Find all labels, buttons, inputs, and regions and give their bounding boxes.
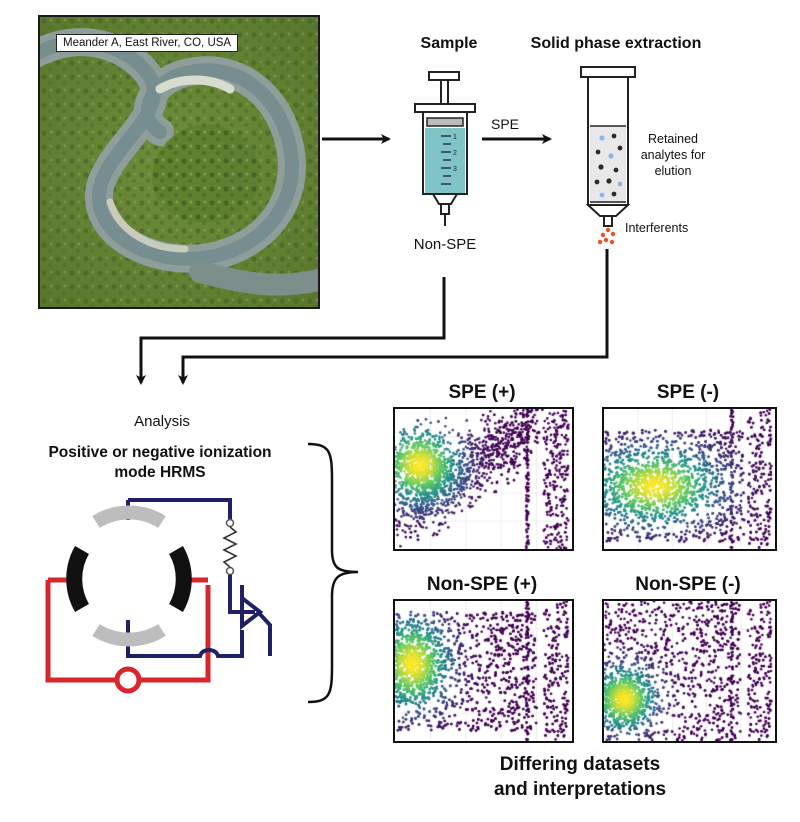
syringe-icon: 1 2 3 bbox=[414, 71, 476, 226]
panel-title-spe-pos: SPE (+) bbox=[448, 382, 516, 403]
scatter-panel-spe-neg bbox=[602, 407, 777, 551]
river-meander-image bbox=[40, 17, 318, 307]
scatter-density-plot bbox=[395, 601, 572, 741]
syringe-tick-1: 1 bbox=[453, 134, 457, 141]
interferents-label: Interferents bbox=[625, 221, 689, 235]
scatter-density-plot bbox=[604, 601, 775, 741]
curly-brace-icon bbox=[307, 442, 359, 704]
map-location-label: Meander A, East River, CO, USA bbox=[56, 34, 239, 52]
scatter-panel-nonspe-pos bbox=[393, 599, 574, 743]
non-spe-label: Non-SPE bbox=[413, 236, 477, 253]
spe-title: Solid phase extraction bbox=[530, 35, 702, 52]
sample-title: Sample bbox=[420, 35, 478, 52]
analysis-label: Analysis bbox=[134, 413, 190, 430]
retained-analytes-label: Retained analytes for elution bbox=[640, 132, 706, 178]
scatter-panel-nonspe-neg bbox=[602, 599, 777, 743]
scatter-density-plot bbox=[395, 409, 572, 549]
panel-title-nonspe-neg: Non-SPE (-) bbox=[635, 574, 741, 595]
panel-title-nonspe-pos: Non-SPE (+) bbox=[426, 574, 538, 595]
scatter-panel-spe-pos bbox=[393, 407, 574, 551]
spe-arrow-label: SPE bbox=[491, 116, 520, 132]
ionization-mode-label: Positive or negative ionization mode HRM… bbox=[48, 444, 272, 481]
ion-trap-icon bbox=[45, 498, 272, 694]
panel-title-spe-neg: SPE (-) bbox=[656, 382, 720, 403]
arrow-down-icon bbox=[136, 277, 446, 385]
syringe-tick-2: 2 bbox=[453, 150, 457, 157]
aerial-map: Meander A, East River, CO, USA bbox=[38, 15, 320, 309]
resistor-icon bbox=[222, 518, 238, 576]
spe-cartridge-icon bbox=[580, 66, 636, 245]
arrow-down-icon bbox=[178, 249, 609, 385]
syringe-tick-3: 3 bbox=[453, 166, 457, 173]
scatter-density-plot bbox=[604, 409, 775, 549]
results-caption: Differing datasets and interpretations bbox=[493, 754, 667, 800]
